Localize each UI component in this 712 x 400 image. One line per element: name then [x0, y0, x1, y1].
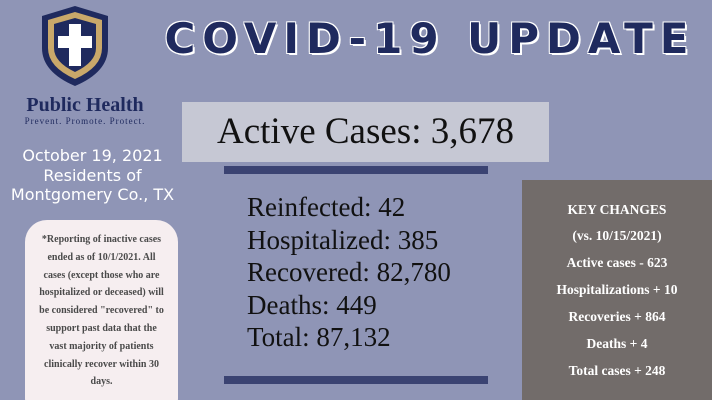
- stat-line: Total: 87,132: [247, 322, 391, 352]
- key-change: Active cases - 623: [566, 255, 668, 270]
- divider: [224, 166, 488, 174]
- note-line: be considered "recovered" to: [39, 305, 164, 317]
- key-change: Recoveries + 864: [568, 309, 666, 324]
- key-changes-subtitle: (vs. 10/15/2021): [572, 228, 662, 243]
- note-line: support past data that the: [46, 323, 157, 334]
- stat-line: Deaths: 449: [247, 289, 377, 320]
- active-cases: Active Cases: 3,678: [182, 102, 549, 162]
- key-change: Hospitalizations + 10: [556, 282, 678, 297]
- logo: [42, 6, 108, 86]
- tagline: Prevent. Promote. Protect.: [24, 116, 146, 126]
- title: COVID-19 UPDATE: [164, 14, 696, 63]
- note-line: cases (except those who are: [43, 269, 160, 281]
- note-line: hospitalized or deceased) will: [39, 287, 164, 299]
- note-line: vast majority of patients: [49, 340, 154, 352]
- key-change: Total cases + 248: [568, 363, 666, 378]
- location: Montgomery Co., TX: [10, 185, 175, 204]
- date: October 19, 2021: [22, 146, 163, 165]
- stat-line: Hospitalized: 385: [247, 224, 439, 255]
- note-line: *Reporting of inactive cases: [41, 234, 162, 245]
- key-changes-box: [522, 180, 712, 400]
- note-line: ended as of 10/1/2021. All: [47, 251, 156, 263]
- stat-line: Reinfected: 42: [247, 192, 406, 222]
- key-change: Deaths + 4: [586, 336, 648, 351]
- key-changes-title: KEY CHANGES: [567, 202, 667, 217]
- org-name: Public Health: [26, 94, 144, 116]
- note-line: clinically recover within 30: [44, 358, 159, 370]
- stat-line: Recovered: 82,780: [247, 257, 451, 287]
- note-box: [25, 220, 178, 400]
- note-line: days.: [90, 376, 113, 388]
- divider: [224, 376, 488, 384]
- residents: Residents of: [43, 166, 142, 185]
